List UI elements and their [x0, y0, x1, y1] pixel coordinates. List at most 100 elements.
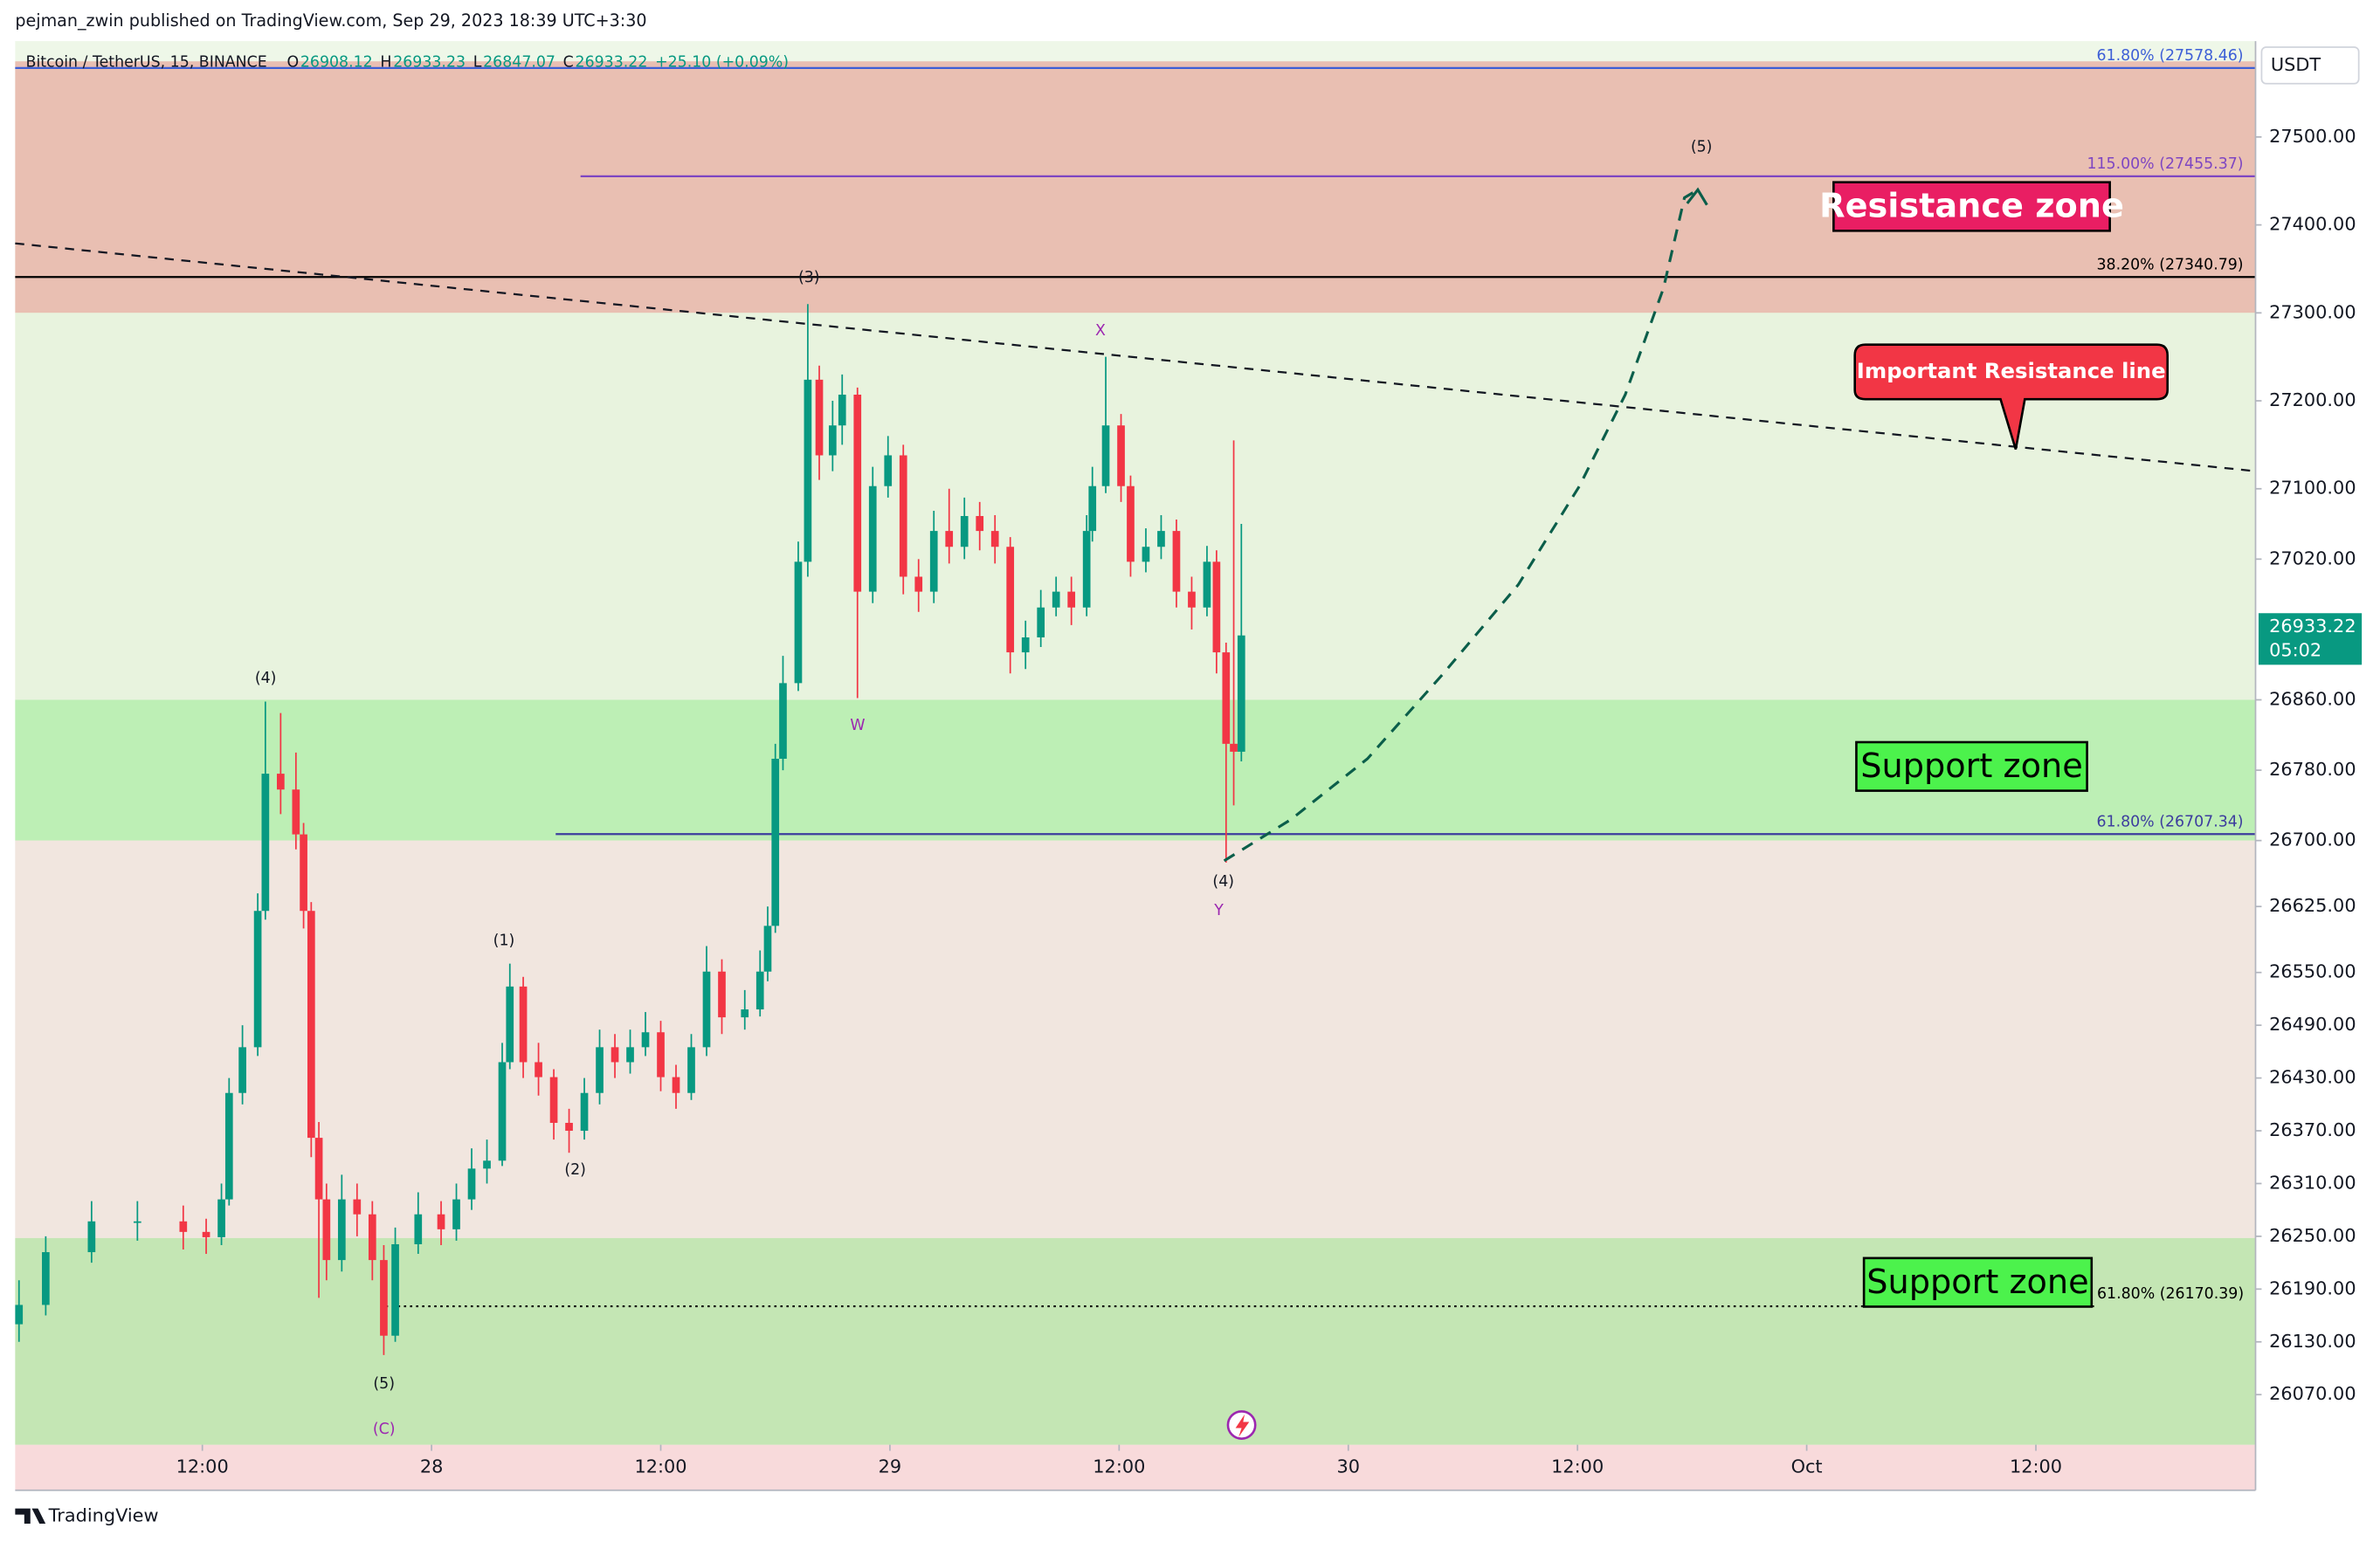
candle-body: [657, 1032, 665, 1077]
candle-body: [565, 1122, 573, 1132]
candle-body: [1212, 561, 1221, 653]
candle-body: [815, 379, 824, 456]
x-tick-label: 12:00: [2010, 1456, 2062, 1477]
time-axis-background: [15, 1444, 2256, 1490]
candle-body: [1052, 591, 1060, 608]
x-tick-label: 12:00: [1551, 1456, 1604, 1477]
candle-body: [519, 986, 528, 1063]
wave-label: Y: [1213, 902, 1224, 919]
wave-label: (4): [255, 670, 277, 687]
candle-body: [1188, 591, 1196, 608]
y-tick-label: 27200.00: [2269, 389, 2356, 410]
y-tick-label: 27400.00: [2269, 214, 2356, 235]
candle-body: [253, 911, 262, 1048]
candle-body: [771, 758, 780, 926]
y-tick-label: 26550.00: [2269, 961, 2356, 982]
candle-body: [133, 1221, 141, 1223]
fib-level-label: 61.80% (26707.34): [2096, 813, 2243, 830]
resistance-line-callout: [1853, 343, 2169, 450]
candle-body: [1127, 485, 1135, 562]
candle-body: [87, 1221, 96, 1253]
candle-body: [498, 1062, 507, 1161]
x-tick-label: 29: [879, 1456, 902, 1477]
brand-logo: [15, 1508, 46, 1524]
y-tick-label: 26310.00: [2269, 1172, 2356, 1193]
candle-body: [838, 394, 846, 426]
resistance-line-label: Important Resistance line: [1857, 358, 2166, 383]
candle-body: [307, 911, 315, 1139]
candle-body: [292, 789, 300, 835]
wave-label: (5): [1691, 139, 1713, 156]
candle-body: [945, 531, 954, 547]
event-icon-bolt: [1235, 1414, 1250, 1437]
wave-label: (1): [493, 933, 515, 950]
x-tick-label: 30: [1336, 1456, 1360, 1477]
candle-body: [687, 1047, 695, 1093]
candle-body: [300, 834, 307, 912]
fib-level-label: 61.80% (27578.46): [2096, 47, 2243, 65]
candle-body: [380, 1260, 388, 1336]
candle-body: [718, 971, 726, 1018]
candle-body: [672, 1077, 680, 1093]
candle-body: [1006, 547, 1015, 653]
candle-body: [483, 1160, 491, 1169]
candle-body: [314, 1138, 323, 1200]
wave-label: W: [850, 717, 865, 734]
y-tick-label: 26430.00: [2269, 1067, 2356, 1088]
candle-body: [755, 971, 764, 1010]
y-tick-label: 27020.00: [2269, 547, 2356, 568]
last-price: 26933.22: [2269, 616, 2356, 637]
candle-body: [261, 774, 270, 912]
projection-arrowhead: [1686, 187, 1708, 206]
candle-body: [217, 1199, 225, 1237]
ohlc-label: H: [380, 53, 391, 71]
wave-label: X: [1095, 322, 1106, 340]
ohlc-value: 26933.23: [393, 53, 466, 71]
support-zone-callout: [1855, 740, 2088, 792]
levels: 61.80% (27578.46) 115.00% (27455.37) 38.20…: [15, 47, 2256, 1308]
symbol-legend: Bitcoin / TetherUS, 15, BINANCE O 26908.1…: [26, 53, 790, 71]
candle-body: [353, 1199, 362, 1215]
publisher: pejman_zwin published on TradingView.com…: [15, 10, 646, 31]
support-zone-label: Support zone: [1860, 747, 2082, 786]
candle-body: [1021, 637, 1030, 653]
candle-body: [990, 531, 999, 547]
y-tick-label: 26780.00: [2269, 759, 2356, 780]
x-tick-label: 12:00: [176, 1456, 229, 1477]
support-zone-callout: [1862, 1256, 2094, 1308]
candle-body: [763, 926, 772, 972]
y-tick-label: 26700.00: [2269, 830, 2356, 850]
candle-body: [828, 425, 837, 456]
support-zone-label: Support zone: [1866, 1263, 2088, 1302]
candle-body: [884, 455, 893, 486]
y-tick-label: 26625.00: [2269, 895, 2356, 916]
y-tick-label: 26860.00: [2269, 688, 2356, 709]
candle-body: [549, 1077, 558, 1123]
currency-box: [2260, 46, 2360, 85]
candle-body: [437, 1214, 445, 1229]
fib-level-label: 115.00% (27455.37): [2087, 155, 2243, 173]
axes: 27500.00 27400.00 27300.00 27200.00 27100.00…: [176, 126, 2356, 1477]
candle-body: [960, 515, 969, 547]
candle-body: [611, 1047, 619, 1063]
candle-body: [1082, 531, 1091, 608]
candle-body: [596, 1047, 604, 1093]
x-tick-label: Oct: [1791, 1456, 1823, 1477]
ohlc-label: L: [473, 53, 482, 71]
countdown: 05:02: [2269, 640, 2321, 661]
candle-body: [1117, 425, 1125, 486]
candle-body: [929, 531, 938, 592]
candle-body: [414, 1214, 423, 1244]
candle-body: [368, 1214, 376, 1261]
candle-body: [1203, 561, 1211, 608]
candle-body: [868, 485, 877, 592]
wave-label: (4): [1212, 873, 1234, 891]
candle-body: [794, 561, 803, 684]
resistance-zone-callout: [1832, 181, 2111, 232]
candle-body: [337, 1199, 346, 1261]
y-tick-label: 27300.00: [2269, 301, 2356, 322]
candle-body: [15, 1305, 24, 1325]
x-tick-label: 28: [420, 1456, 444, 1477]
candle-body: [276, 774, 285, 790]
candle-body: [853, 394, 862, 592]
